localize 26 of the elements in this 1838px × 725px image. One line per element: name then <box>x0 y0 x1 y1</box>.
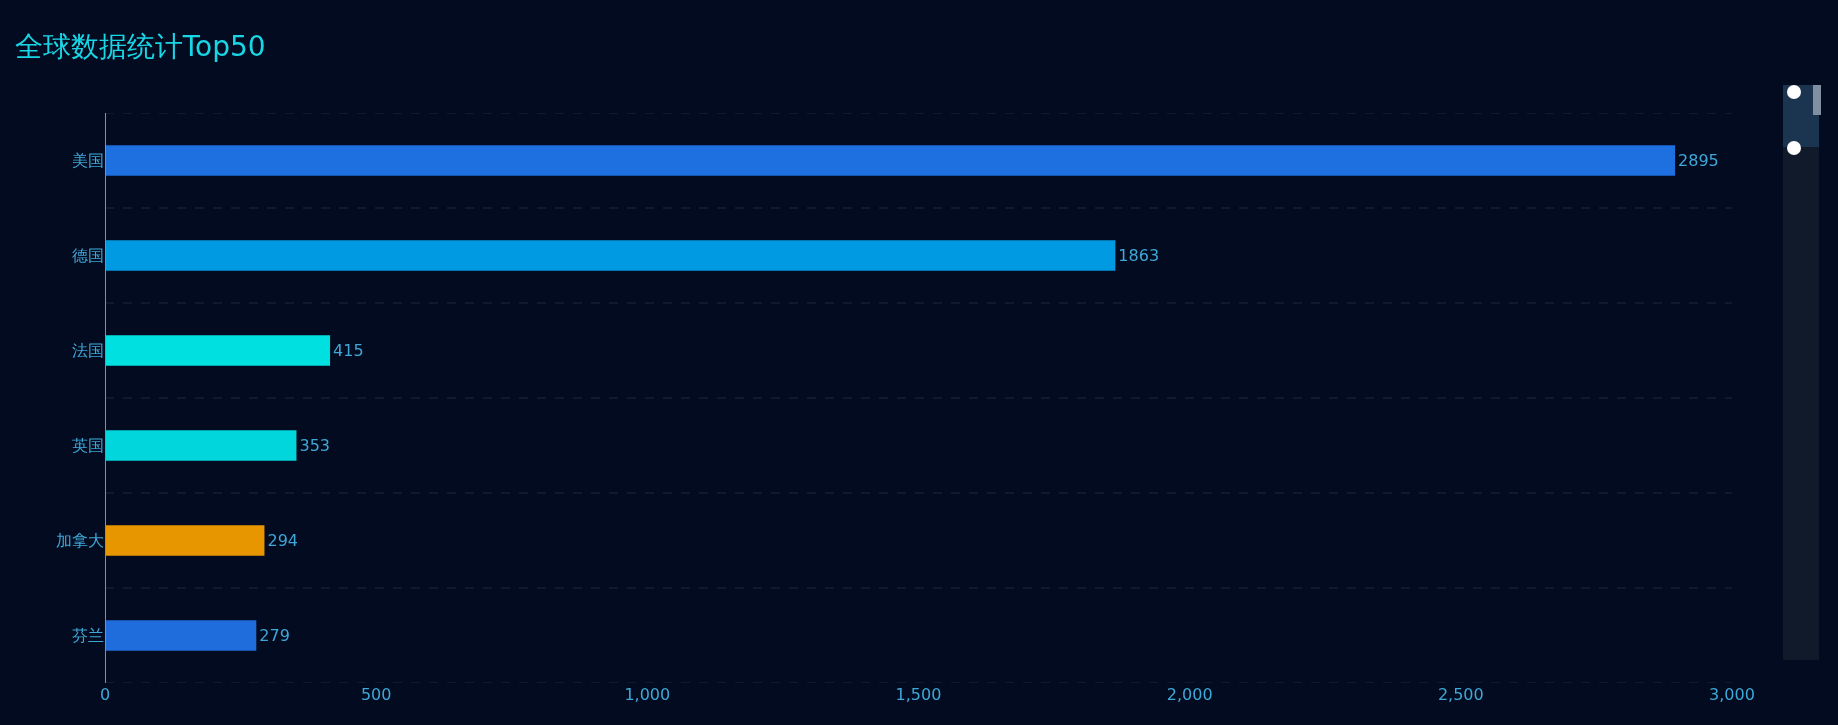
x-tick-label: 3,000 <box>1709 685 1755 704</box>
y-tick-label: 德国 <box>72 246 104 266</box>
x-tick-label: 1,500 <box>895 685 942 704</box>
bar <box>105 335 331 366</box>
bar <box>105 525 265 556</box>
bar <box>105 620 257 651</box>
y-tick-label: 加拿大 <box>56 531 104 551</box>
data-label: 1863 <box>1118 246 1160 265</box>
data-label: 294 <box>267 531 298 550</box>
x-tick-label: 2,000 <box>1166 685 1213 704</box>
data-label: 279 <box>259 626 290 645</box>
y-tick-label: 英国 <box>72 436 104 456</box>
x-tick-label: 1,000 <box>624 685 671 704</box>
bar <box>105 430 297 461</box>
y-tick-label: 法国 <box>72 341 104 361</box>
bar <box>105 240 1116 271</box>
bar <box>105 145 1676 176</box>
data-label: 2895 <box>1678 151 1719 170</box>
y-tick-label: 美国 <box>72 151 104 171</box>
x-tick-label: 2,500 <box>1437 685 1484 704</box>
x-tick-label: 500 <box>360 685 392 704</box>
data-label: 353 <box>299 436 330 455</box>
y-tick-label: 芬兰 <box>72 626 104 646</box>
x-tick-label: 0 <box>99 685 111 704</box>
chart-title: 全球数据统计Top50 <box>14 29 266 63</box>
data-label: 415 <box>333 341 364 360</box>
